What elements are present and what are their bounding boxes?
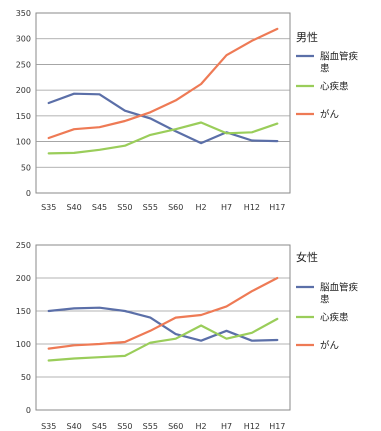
chart-panel-0: 0 50 100 150 200 250 300 350 S35 S40 S45 S50 S55 S60 H… [16,9,359,212]
legend-label-line: 脳血管疾 [320,51,359,63]
legend-label-line: 患 [320,294,330,306]
x-tick-label: S60 [168,203,183,212]
x-tick-label: H12 [244,203,260,212]
series-line [47,27,279,140]
chart-panel-1: 0 50 100 150 200 250 S35 S40 S45 S50 S55 S60 H2 H7 H12… [16,241,359,431]
legend-label: 心疾患 [320,312,349,324]
x-tick-label: S50 [117,203,132,212]
legend-label-line: 心疾患 [320,312,349,324]
y-tick-label: 100 [16,138,31,147]
x-tick-label: H17 [269,422,285,431]
y-tick-label: 250 [16,60,31,69]
y-tick-label: 0 [26,189,31,198]
legend-label-line: がん [320,109,339,121]
y-tick-label: 250 [16,241,31,250]
legend-label: がん [320,340,339,352]
series-line [47,276,279,350]
legend-label-line: がん [320,340,339,352]
legend-title: 女性 [296,250,318,264]
y-tick-label: 350 [16,9,31,18]
x-tick-label: S55 [143,203,158,212]
x-tick-label: S35 [41,203,56,212]
y-tick-label: 300 [16,35,31,44]
series-line [47,92,279,145]
legend-label: 脳血管疾患 [320,51,359,75]
y-tick-label: 50 [21,163,31,172]
y-tick-label: 150 [16,112,31,121]
x-tick-label: H2 [196,203,207,212]
legend-label-line: 心疾患 [320,81,349,93]
x-tick-label: S45 [92,422,107,431]
y-tick-label: 100 [16,340,31,349]
y-tick-label: 50 [21,373,31,382]
y-tick-label: 0 [26,406,31,415]
y-tick-label: 200 [16,86,31,95]
x-tick-label: S45 [92,203,107,212]
x-tick-label: S50 [117,422,132,431]
legend-title: 男性 [296,30,318,44]
x-tick-label: S40 [66,203,81,212]
legend-label: 心疾患 [320,81,349,93]
y-tick-label: 150 [16,307,31,316]
x-tick-label: H17 [269,203,285,212]
legend-label: 脳血管疾患 [320,282,359,306]
legend-label-line: 患 [320,63,330,75]
x-tick-label: S55 [143,422,158,431]
series-line [47,317,279,362]
x-tick-label: H2 [196,422,207,431]
x-tick-label: S60 [168,422,183,431]
x-tick-label: H7 [221,203,232,212]
x-tick-label: S40 [66,422,81,431]
x-tick-label: S35 [41,422,56,431]
x-tick-label: H12 [244,422,260,431]
series-line [47,121,279,155]
x-tick-label: H7 [221,422,232,431]
y-tick-label: 200 [16,274,31,283]
legend-label: がん [320,109,339,121]
legend-label-line: 脳血管疾 [320,282,359,294]
plot-area [35,244,291,411]
